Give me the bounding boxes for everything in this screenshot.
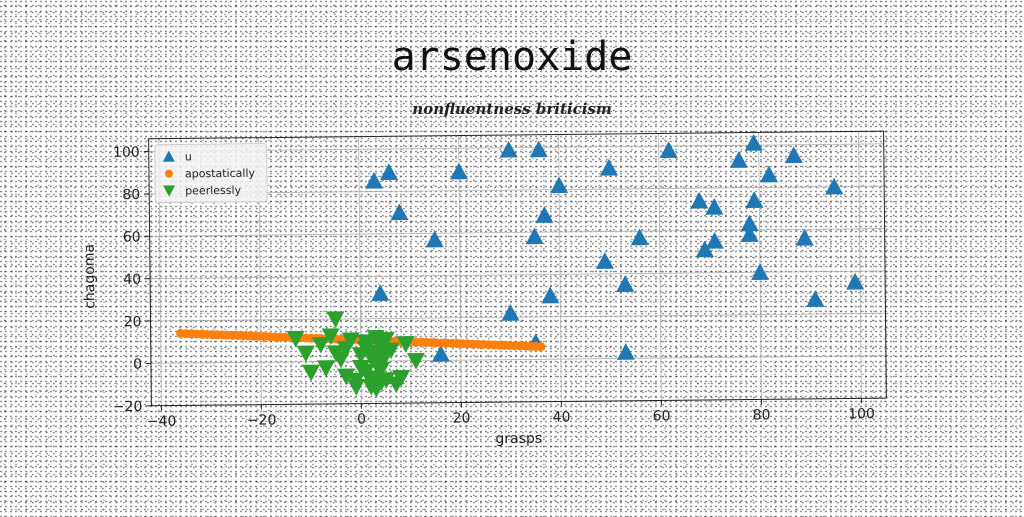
legend-label: apostatically (185, 167, 256, 181)
x-tick-label: −20 (247, 412, 277, 428)
data-point-u (745, 191, 763, 208)
data-point-peerlessly (302, 365, 320, 382)
x-tick-label: 0 (357, 412, 366, 428)
data-point-u (550, 176, 568, 193)
x-axis-label: grasps (495, 431, 542, 447)
data-point-u (690, 192, 708, 209)
data-point-u (501, 304, 519, 321)
data-point-peerlessly (312, 337, 330, 354)
data-point-u (380, 163, 398, 180)
data-point-u (706, 232, 724, 249)
data-point-u (541, 287, 559, 304)
x-axis-ticks: −40 −20 0 20 40 60 80 100 (147, 398, 875, 430)
data-point-u (365, 172, 383, 189)
data-point-u (450, 162, 468, 179)
data-point-peerlessly (297, 346, 315, 363)
x-tick-label: 80 (753, 407, 771, 423)
data-point-peerlessly (317, 360, 335, 377)
data-point-u (616, 275, 634, 292)
y-axis-ticks: −20 0 20 40 60 80 100 (110, 145, 151, 416)
y-tick-label: 60 (123, 229, 141, 245)
data-point-peerlessly (407, 353, 425, 370)
data-point-u (371, 284, 389, 301)
y-tick-label: 0 (133, 356, 142, 372)
x-grid-line (659, 133, 662, 400)
data-point-u (846, 273, 864, 290)
y-tick-label: −20 (113, 399, 143, 415)
data-point-u (760, 166, 778, 183)
data-point-u (751, 263, 769, 280)
x-tick-label: 40 (553, 409, 571, 425)
data-point-u (390, 203, 408, 220)
data-point-peerlessly (326, 311, 344, 328)
x-tick-label: 20 (453, 410, 471, 426)
y-axis-label: chagoma (82, 244, 99, 309)
data-point-u (526, 227, 544, 244)
y-tick-label: 100 (113, 145, 140, 161)
legend: u apostatically peerlessly (155, 144, 268, 203)
y-tick-label: 20 (124, 314, 142, 330)
data-point-u (730, 151, 748, 168)
y-tick-label: 80 (122, 187, 140, 203)
data-point-u (745, 134, 763, 151)
x-tick-label: −40 (147, 414, 177, 430)
data-point-u (530, 140, 548, 157)
data-point-u (705, 198, 723, 215)
data-point-u (535, 206, 553, 223)
x-tick-label: 100 (848, 406, 875, 422)
data-point-u (806, 290, 824, 307)
legend-label: peerlessly (185, 184, 242, 198)
x-grid-line (859, 131, 862, 398)
data-point-u (825, 178, 843, 195)
data-point-u (796, 229, 814, 246)
data-point-u (660, 141, 678, 158)
data-point-u (785, 146, 803, 163)
legend-label: u (185, 150, 192, 163)
x-grid-line (559, 135, 562, 402)
data-point-u (600, 159, 618, 176)
x-tick-label: 60 (653, 408, 671, 424)
data-point-u (500, 141, 518, 158)
data-point-u (596, 252, 614, 269)
data-point-u (617, 343, 635, 360)
y-tick-label: 40 (123, 272, 141, 288)
